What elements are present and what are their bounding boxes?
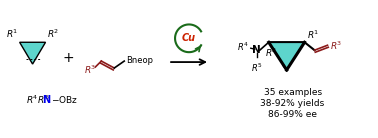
Text: $\mathit{R}^4\mathit{R}^5$: $\mathit{R}^4\mathit{R}^5$ [26,93,49,106]
Text: 38-92% yields: 38-92% yields [260,99,325,108]
Text: 35 examples: 35 examples [263,88,322,97]
Text: $\mathit{R}^3$: $\mathit{R}^3$ [330,40,343,52]
Text: N: N [42,95,51,105]
Text: $\mathit{R}^1$: $\mathit{R}^1$ [307,29,319,41]
Text: $\mathit{R}^3$: $\mathit{R}^3$ [84,64,96,76]
Text: Cu: Cu [182,33,196,43]
Polygon shape [20,42,45,64]
Text: $\mathit{R}^2$: $\mathit{R}^2$ [46,28,59,40]
Text: N: N [253,45,261,55]
Text: Bneop: Bneop [126,56,153,65]
Text: $-$OBz: $-$OBz [51,94,77,105]
Text: $\mathit{R}^5$: $\mathit{R}^5$ [251,62,263,75]
Text: $\mathit{R}^1$: $\mathit{R}^1$ [6,28,19,40]
Polygon shape [269,42,305,70]
Text: $\mathit{R}^4$: $\mathit{R}^4$ [237,41,249,53]
Text: 86-99% ee: 86-99% ee [268,110,317,119]
Text: +: + [63,51,74,65]
Text: $\mathit{R}^2$: $\mathit{R}^2$ [265,47,278,59]
